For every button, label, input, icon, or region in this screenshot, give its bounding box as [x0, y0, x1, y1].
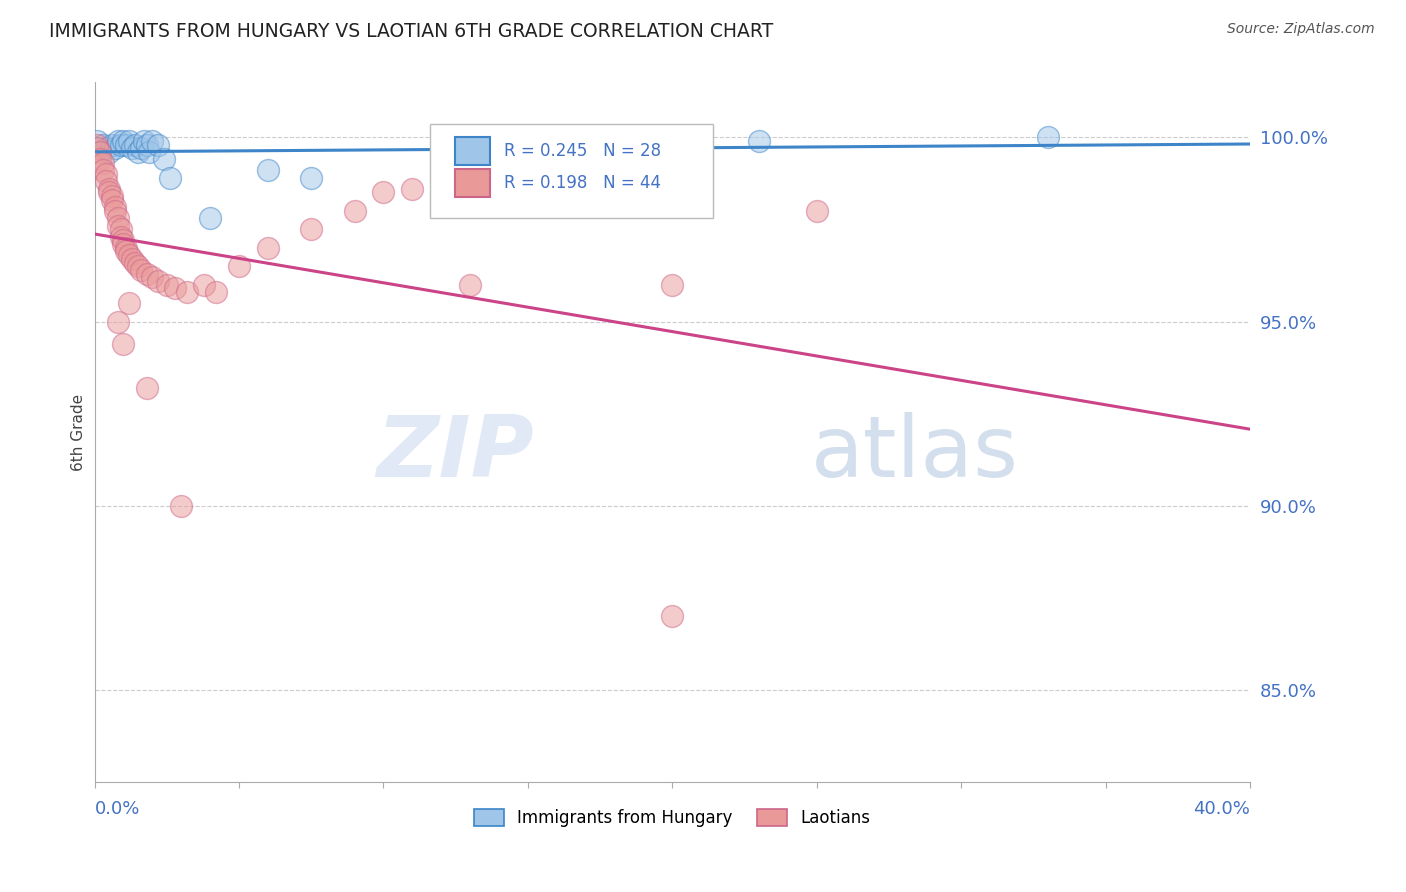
Point	[98, 186, 121, 200]
Text: R = 0.245   N = 28: R = 0.245 N = 28	[503, 142, 661, 160]
Point	[89, 153, 111, 167]
Point	[107, 211, 129, 226]
Point	[132, 134, 155, 148]
Point	[257, 163, 280, 178]
Point	[89, 145, 111, 159]
Legend: Immigrants from Hungary, Laotians: Immigrants from Hungary, Laotians	[467, 802, 877, 833]
Point	[176, 285, 198, 299]
Point	[104, 200, 127, 214]
Point	[107, 134, 129, 148]
Point	[124, 255, 146, 269]
Point	[661, 277, 683, 292]
Point	[205, 285, 228, 299]
Point	[135, 267, 157, 281]
Point	[98, 145, 121, 159]
Point	[661, 609, 683, 624]
Point	[170, 499, 193, 513]
Text: ZIP: ZIP	[375, 411, 534, 495]
Text: 40.0%: 40.0%	[1194, 800, 1250, 818]
Point	[458, 277, 481, 292]
Text: IMMIGRANTS FROM HUNGARY VS LAOTIAN 6TH GRADE CORRELATION CHART: IMMIGRANTS FROM HUNGARY VS LAOTIAN 6TH G…	[49, 22, 773, 41]
Point	[343, 203, 366, 218]
Point	[748, 134, 770, 148]
Point	[373, 186, 395, 200]
Point	[124, 137, 146, 152]
Point	[86, 134, 108, 148]
Point	[101, 189, 124, 203]
Point	[401, 182, 423, 196]
Point	[110, 137, 132, 152]
FancyBboxPatch shape	[456, 136, 489, 164]
Point	[138, 145, 160, 159]
Point	[101, 137, 124, 152]
Point	[146, 274, 169, 288]
Point	[112, 134, 135, 148]
Point	[1036, 130, 1059, 145]
Point	[107, 314, 129, 328]
Point	[86, 137, 108, 152]
FancyBboxPatch shape	[430, 124, 713, 219]
Point	[141, 270, 163, 285]
Point	[112, 237, 135, 252]
Point	[135, 381, 157, 395]
Point	[115, 241, 138, 255]
Point	[107, 219, 129, 233]
Text: R = 0.198   N = 44: R = 0.198 N = 44	[503, 175, 661, 193]
Point	[127, 145, 149, 159]
Point	[121, 141, 143, 155]
Point	[141, 134, 163, 148]
Point	[115, 137, 138, 152]
Point	[257, 241, 280, 255]
Point	[104, 203, 127, 218]
Point	[94, 174, 117, 188]
Point	[91, 137, 114, 152]
Point	[159, 170, 181, 185]
Point	[228, 259, 250, 273]
Point	[112, 336, 135, 351]
Point	[110, 222, 132, 236]
Point	[129, 263, 152, 277]
Point	[86, 141, 108, 155]
FancyBboxPatch shape	[456, 169, 489, 197]
Point	[98, 182, 121, 196]
Point	[110, 229, 132, 244]
Text: Source: ZipAtlas.com: Source: ZipAtlas.com	[1227, 22, 1375, 37]
Point	[156, 277, 179, 292]
Point	[94, 167, 117, 181]
Point	[101, 193, 124, 207]
Point	[112, 234, 135, 248]
Point	[198, 211, 221, 226]
Point	[115, 244, 138, 259]
Point	[118, 296, 141, 310]
Y-axis label: 6th Grade: 6th Grade	[72, 393, 86, 471]
Point	[516, 134, 538, 148]
Point	[118, 248, 141, 262]
Point	[91, 163, 114, 178]
Point	[129, 141, 152, 155]
Point	[193, 277, 215, 292]
Point	[121, 252, 143, 266]
Point	[104, 141, 127, 155]
Point	[146, 137, 169, 152]
Text: atlas: atlas	[811, 411, 1019, 495]
Point	[135, 137, 157, 152]
Point	[127, 259, 149, 273]
Point	[806, 203, 828, 218]
Point	[299, 170, 322, 185]
Point	[165, 281, 187, 295]
Point	[91, 156, 114, 170]
Point	[118, 134, 141, 148]
Point	[299, 222, 322, 236]
Text: 0.0%: 0.0%	[94, 800, 141, 818]
Point	[153, 153, 176, 167]
Point	[94, 141, 117, 155]
